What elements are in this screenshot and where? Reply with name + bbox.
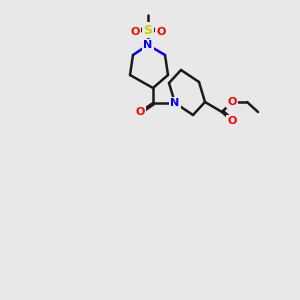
Text: O: O	[135, 107, 145, 117]
Text: S: S	[143, 23, 152, 37]
Text: O: O	[227, 116, 237, 126]
Text: O: O	[227, 97, 237, 107]
Text: O: O	[156, 27, 166, 37]
Text: N: N	[170, 98, 180, 108]
Text: O: O	[130, 27, 140, 37]
Text: N: N	[143, 40, 153, 50]
